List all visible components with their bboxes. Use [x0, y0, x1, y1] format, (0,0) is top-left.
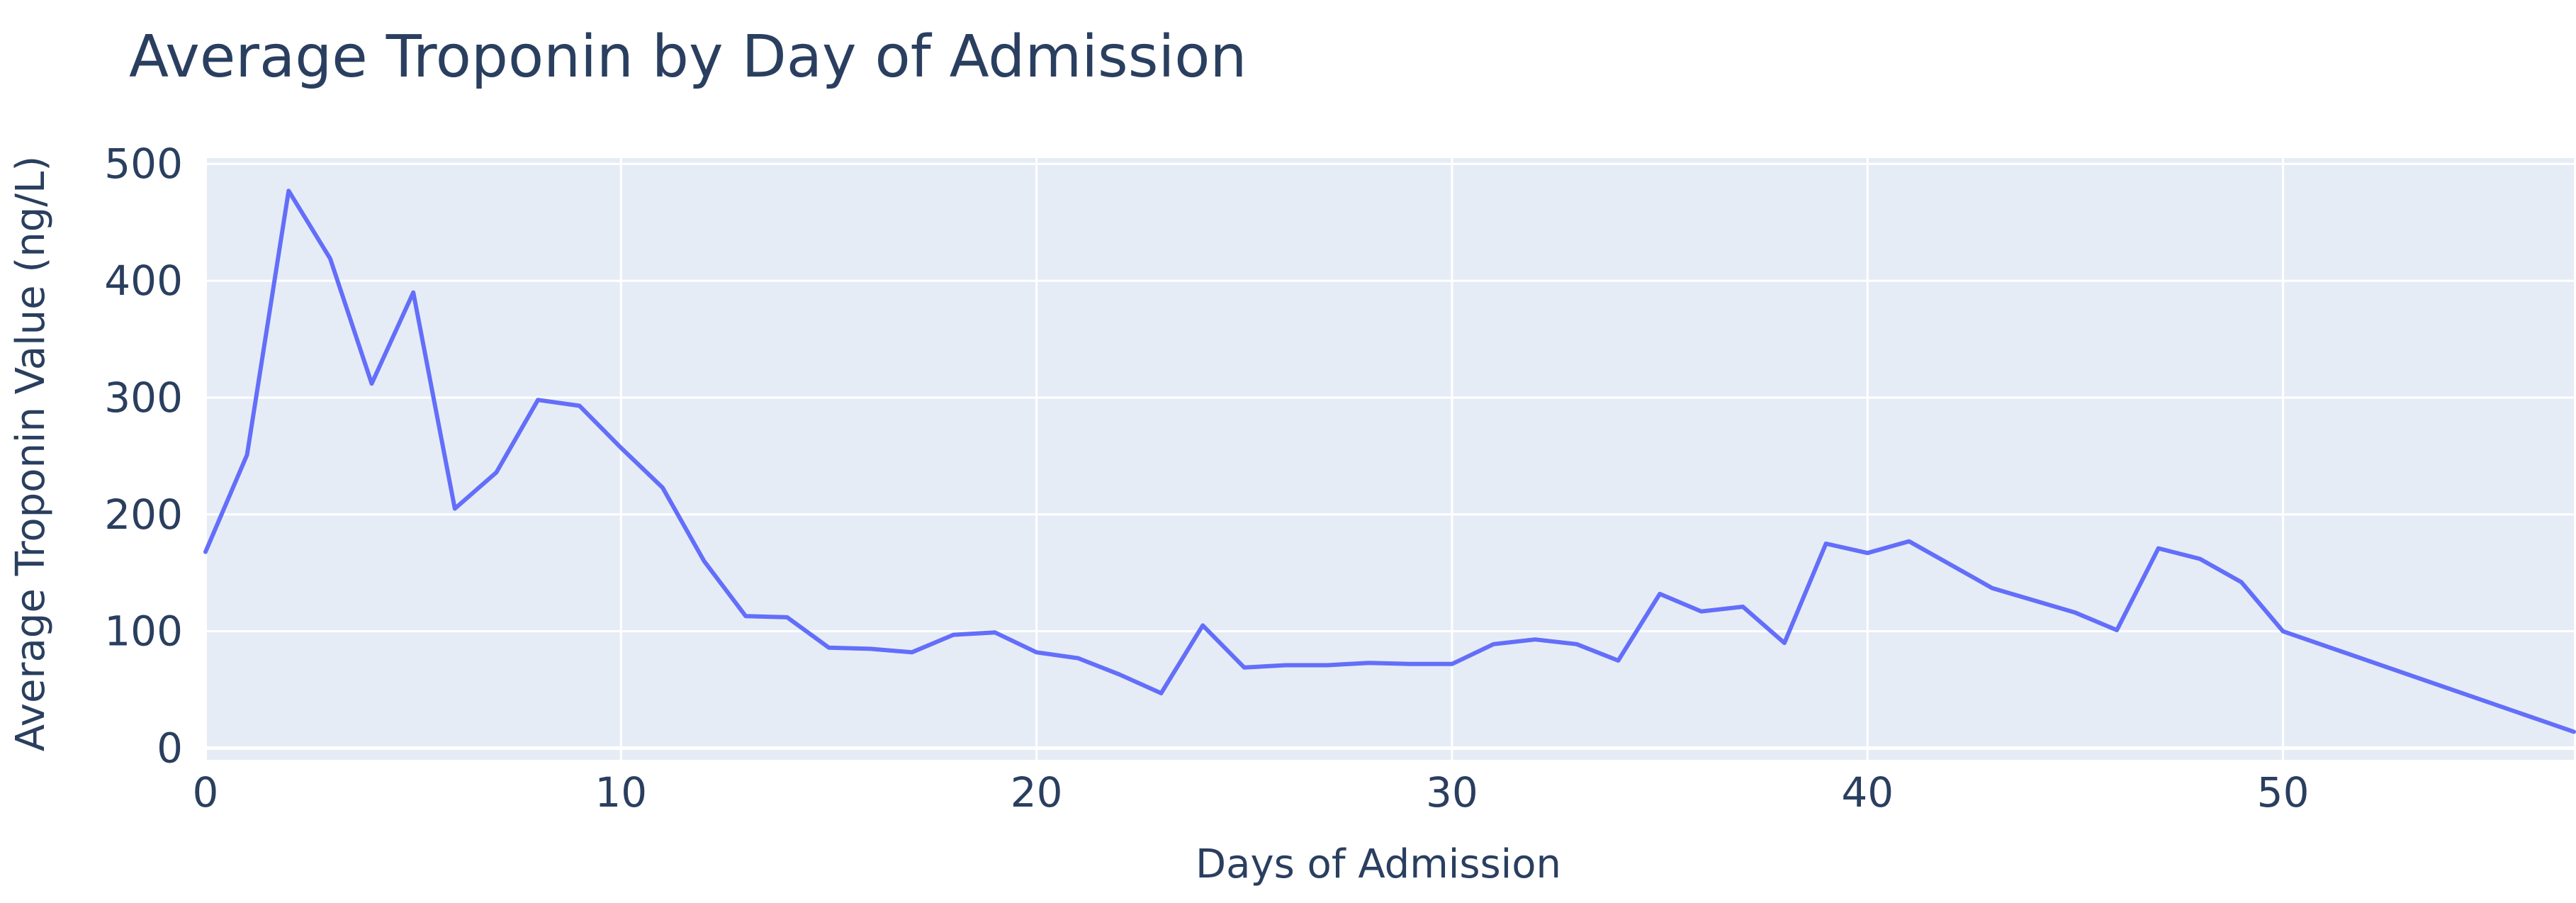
y-tick-label: 500: [104, 140, 183, 188]
y-tick-label: 200: [104, 490, 183, 539]
y-axis-label: Average Troponin Value (ng/L): [8, 156, 54, 751]
x-axis-ticks: 0 10 20 30 40 50: [193, 768, 2310, 817]
x-tick-label: 0: [193, 768, 219, 817]
x-tick-label: 30: [1426, 768, 1478, 817]
plot-area: [206, 158, 2574, 760]
x-tick-label: 50: [2257, 768, 2310, 817]
y-axis-ticks: 0 100 200 300 400 500: [104, 140, 183, 772]
x-tick-label: 10: [595, 768, 647, 817]
grid-lines: [204, 158, 2574, 760]
chart-title: Average Troponin by Day of Admission: [129, 23, 1247, 91]
y-tick-label: 0: [157, 724, 183, 773]
series-line: [203, 189, 2576, 734]
y-tick-label: 100: [104, 607, 183, 656]
y-tick-label: 300: [104, 374, 183, 422]
x-axis-label: Days of Admission: [1196, 841, 1561, 887]
x-tick-label: 20: [1011, 768, 1063, 817]
y-tick-label: 400: [104, 257, 183, 305]
x-tick-label: 40: [1841, 768, 1894, 817]
